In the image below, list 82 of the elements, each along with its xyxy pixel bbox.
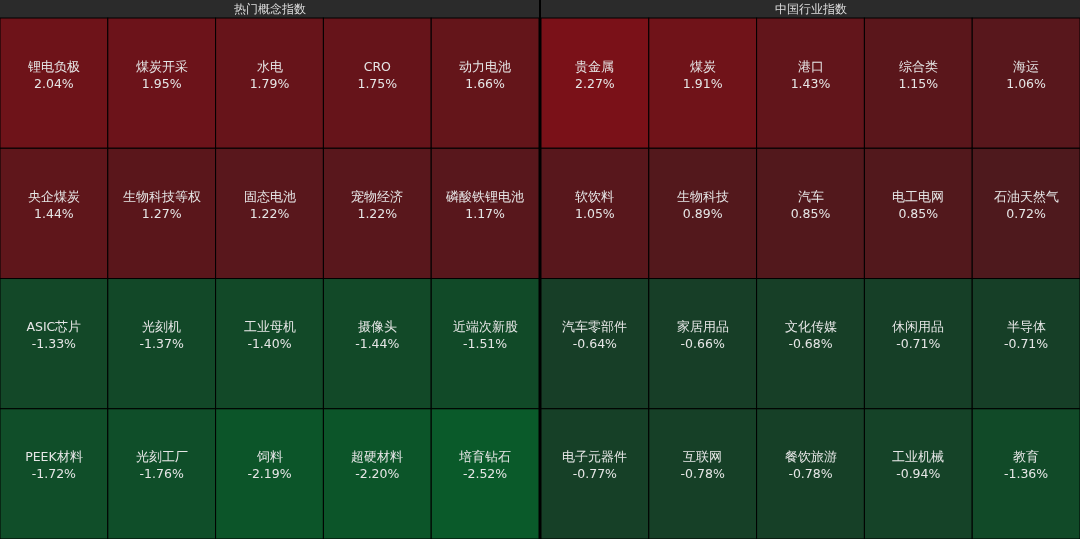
data-label: -1.37% [139, 336, 184, 352]
data-label: -0.77% [572, 466, 618, 482]
data-label: -0.64% [572, 336, 618, 352]
category-label: 光刻工厂 [135, 449, 188, 465]
data-label: 1.95% [141, 75, 182, 91]
category-label: 摄像头 [357, 319, 397, 335]
category-label: 港口 [797, 58, 824, 74]
data-label: 1.06% [1006, 75, 1047, 91]
data-label: -0.78% [788, 466, 833, 482]
data-label: 0.72% [1006, 205, 1047, 221]
category-label: 工业母机 [243, 319, 296, 335]
data-label: -2.19% [247, 466, 292, 482]
data-label: 1.22% [249, 205, 290, 221]
data-label: -0.71% [896, 336, 941, 352]
data-label: -0.94% [896, 466, 941, 482]
category-label: 培育钻石 [458, 449, 512, 465]
category-label: 餐饮旅游 [784, 449, 837, 465]
data-label: 2.27% [575, 75, 615, 91]
category-label: 水电 [256, 58, 283, 74]
category-label: 电子元器件 [562, 449, 628, 465]
category-label: 贵金属 [575, 58, 615, 74]
category-label: PEEK材料 [25, 449, 83, 465]
category-label: 教育 [1013, 449, 1040, 465]
data-label: 1.44% [34, 205, 74, 221]
category-label: 综合类 [898, 58, 938, 74]
category-label: 电工电网 [892, 188, 945, 204]
data-label: 1.05% [575, 205, 615, 221]
data-label: 2.04% [34, 75, 74, 91]
data-label: -2.20% [355, 466, 400, 482]
data-label: 0.85% [790, 205, 831, 221]
data-label: -0.66% [680, 336, 725, 352]
data-label: -1.44% [355, 336, 400, 352]
category-label: 石油天然气 [993, 188, 1059, 204]
category-label: 近端次新股 [452, 319, 518, 335]
category-label: 央企煤炭 [27, 188, 80, 204]
category-label: 锂电负极 [26, 58, 80, 74]
data-label: 0.85% [898, 205, 939, 221]
data-label: -1.33% [31, 336, 77, 352]
category-label: 饲料 [255, 449, 283, 465]
data-label: -0.71% [1003, 336, 1049, 352]
category-label: 超硬材料 [351, 449, 404, 465]
data-label: -0.68% [788, 336, 833, 352]
data-label: 1.15% [898, 75, 939, 91]
category-label: 汽车 [797, 188, 824, 204]
category-label: 互联网 [683, 449, 723, 465]
category-label: 生物科技等权 [122, 188, 201, 204]
data-label: -2.52% [462, 466, 508, 482]
data-label: 1.43% [790, 75, 831, 91]
data-label: 1.91% [682, 75, 723, 91]
category-label: 煤炭 [689, 58, 716, 74]
category-label: 固态电池 [243, 188, 296, 204]
data-label: -1.51% [462, 336, 508, 352]
category-label: 软饮料 [575, 188, 615, 204]
category-label: CRO [363, 58, 392, 74]
data-label: 1.17% [465, 205, 506, 221]
text: 热门概念指数 [233, 2, 306, 16]
data-label: -1.76% [139, 466, 184, 482]
data-label: -0.78% [680, 466, 725, 482]
category-label: 家居用品 [676, 319, 729, 335]
category-label: 生物科技 [676, 188, 729, 204]
category-label: 文化传媒 [784, 319, 837, 335]
data-label: 1.22% [357, 205, 398, 221]
category-label: 宠物经济 [351, 188, 404, 204]
category-label: 光刻机 [142, 319, 182, 335]
data-label: 1.27% [141, 205, 182, 221]
data-label: -1.72% [31, 466, 77, 482]
data-label: -1.36% [1003, 466, 1049, 482]
data-label: 1.66% [465, 75, 506, 91]
category-label: 动力电池 [459, 58, 512, 74]
category-label: 汽车零部件 [562, 319, 628, 335]
category-label: 海运 [1013, 58, 1040, 74]
category-label: 半导体 [1006, 319, 1046, 335]
category-label: 磷酸铁锂电池 [445, 188, 525, 204]
data-label: 1.79% [249, 75, 290, 91]
category-label: 工业机械 [892, 449, 945, 465]
data-label: 0.89% [682, 205, 723, 221]
text: 中国行业指数 [774, 2, 847, 16]
category-label: 休闲用品 [892, 319, 945, 335]
category-label: ASIC芯片 [26, 319, 82, 335]
data-label: -1.40% [247, 336, 292, 352]
category-label: 煤炭开采 [135, 58, 188, 74]
data-label: 1.75% [357, 75, 398, 91]
